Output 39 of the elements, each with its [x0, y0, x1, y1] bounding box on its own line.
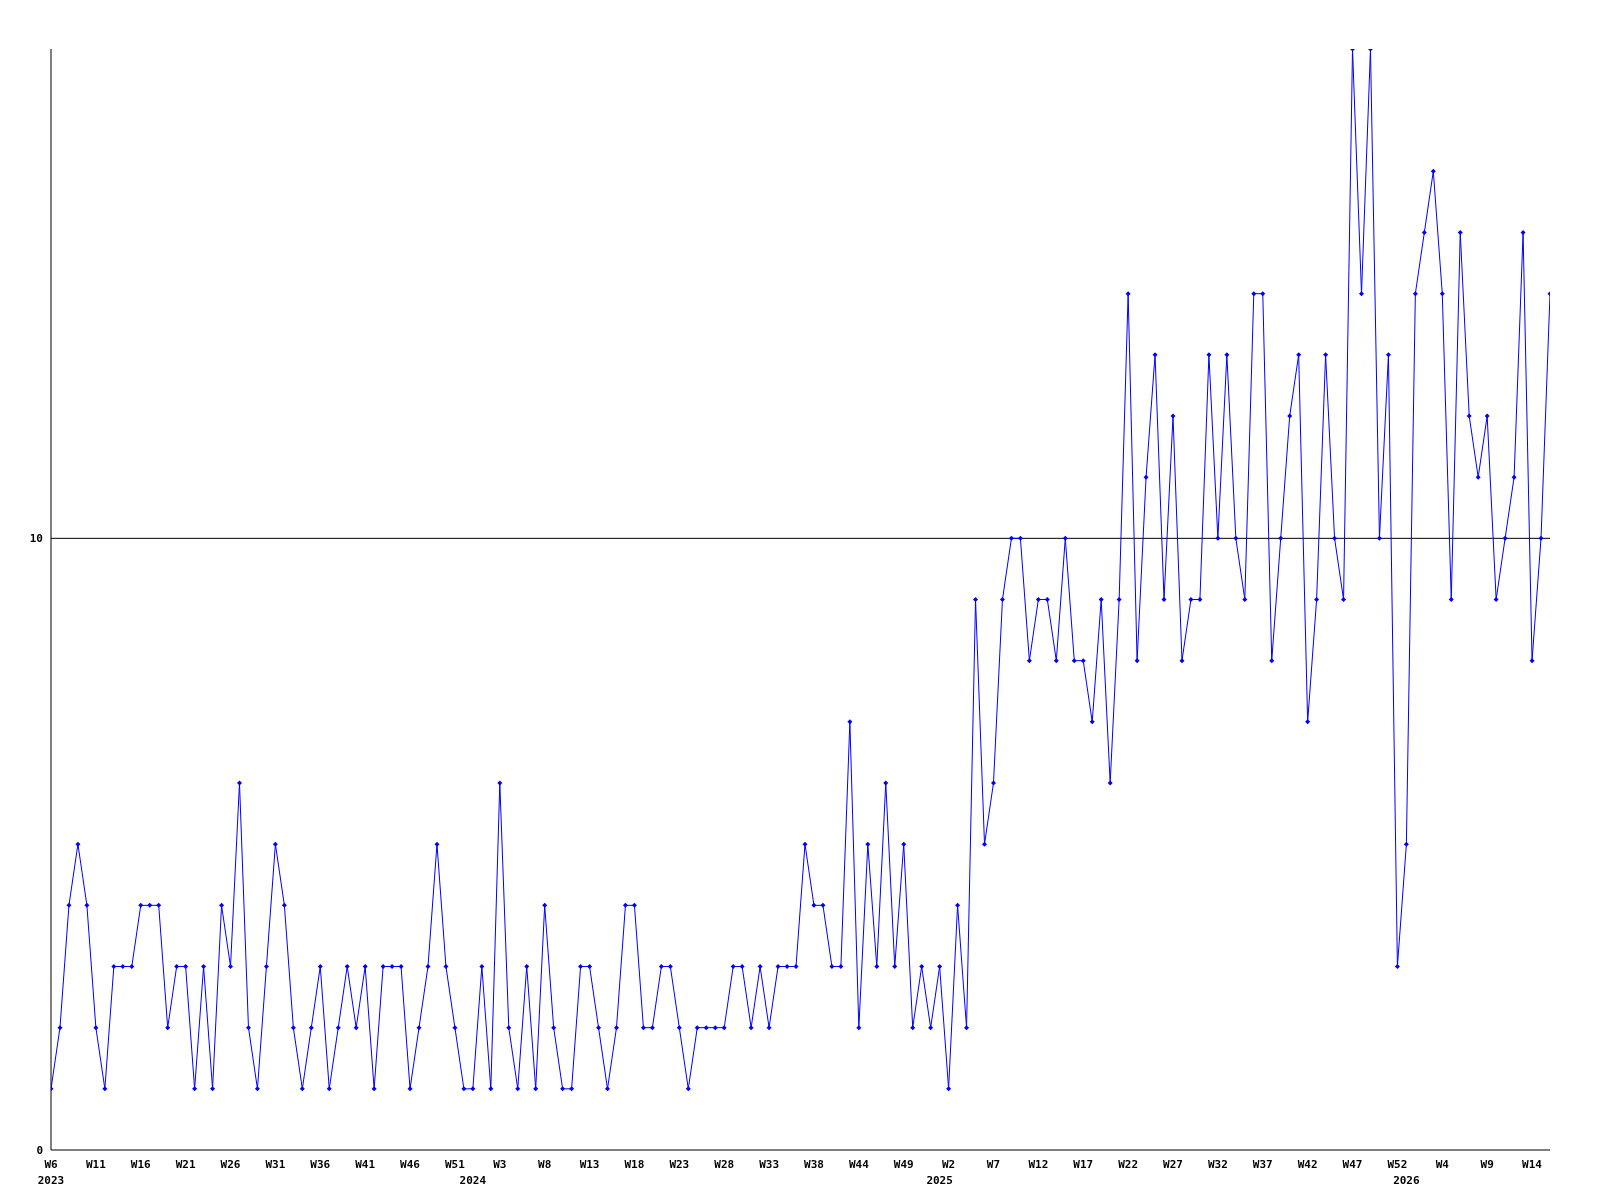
x-tick-label: W18 — [624, 1158, 645, 1171]
x-tick-label: W4 — [1435, 1158, 1450, 1171]
x-tick-label: W33 — [759, 1158, 780, 1171]
x-tick-label: W11 — [85, 1158, 107, 1171]
x-tick-label: W37 — [1252, 1158, 1273, 1171]
x-tick-label: W7 — [986, 1158, 1001, 1171]
x-tick-label: W32 — [1207, 1158, 1228, 1171]
x-tick-label: W41 — [355, 1158, 376, 1171]
x-tick-label: W2 — [941, 1158, 956, 1171]
y-tick-label: 10 — [29, 532, 43, 546]
x-tick-label: W23 — [669, 1158, 690, 1171]
x-tick-label: W38 — [804, 1158, 824, 1171]
x-tick-label: W47 — [1342, 1158, 1363, 1171]
x-tick-label: W6 2023 — [37, 1158, 65, 1187]
x-tick-label: W28 — [714, 1158, 735, 1171]
x-tick-label: W46 — [400, 1158, 421, 1171]
x-tick-label: 2026 — [1393, 1174, 1420, 1187]
x-tick-label: W16 — [130, 1158, 152, 1171]
x-tick-label: W22 — [1118, 1158, 1139, 1171]
x-tick-label: W49 — [893, 1158, 914, 1171]
x-tick-label: W8 — [538, 1158, 552, 1171]
x-tick-label: 2024 — [459, 1174, 487, 1187]
x-tick-label: W44 — [848, 1158, 870, 1171]
x-tick-label: W27 — [1163, 1158, 1183, 1171]
x-tick-label: W52 — [1387, 1158, 1408, 1171]
x-tick-label: W31 — [265, 1158, 286, 1171]
x-tick-label: W14 — [1522, 1158, 1543, 1171]
x-tick-label: W42 — [1297, 1158, 1318, 1171]
x-tick-label: W12 — [1028, 1158, 1049, 1171]
x-tick-label: W21 — [175, 1158, 196, 1171]
x-tick-label: W36 — [310, 1158, 331, 1171]
y-tick-label: 0 — [36, 1143, 43, 1157]
x-tick-label: W51 — [444, 1158, 466, 1171]
x-tick-label: 2025 — [926, 1174, 953, 1187]
x-tick-label: W9 — [1480, 1158, 1494, 1171]
x-tick-label: W13 — [579, 1158, 600, 1171]
x-tick-label: W26 — [220, 1158, 241, 1171]
x-tick-label: W3 — [493, 1158, 507, 1171]
x-tick-label: W17 — [1073, 1158, 1094, 1171]
